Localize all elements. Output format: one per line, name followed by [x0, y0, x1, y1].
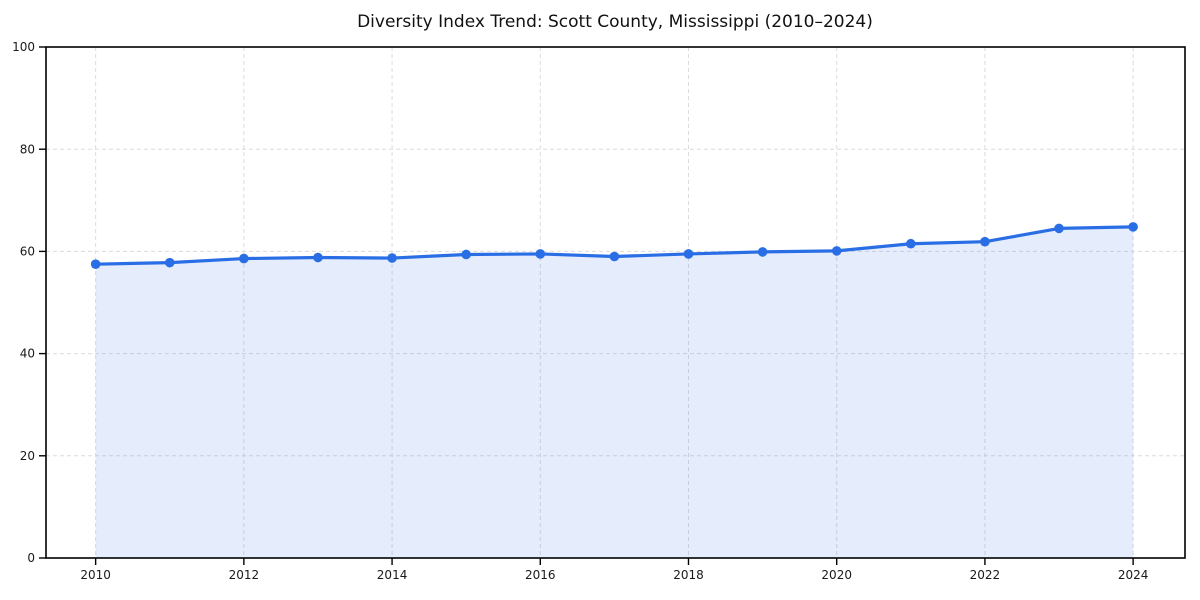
- chart-title: Diversity Index Trend: Scott County, Mis…: [357, 12, 873, 32]
- y-tick-label: 40: [20, 347, 35, 361]
- x-tick-label: 2024: [1118, 568, 1149, 582]
- x-tick-label: 2010: [80, 568, 111, 582]
- x-tick-label: 2018: [673, 568, 704, 582]
- y-tick-label: 100: [12, 40, 35, 54]
- area-fill: [95, 226, 1134, 558]
- data-point: [980, 236, 990, 247]
- y-tick-label: 60: [20, 244, 35, 258]
- data-point: [757, 247, 768, 257]
- data-point: [1128, 222, 1138, 232]
- data-point: [1054, 223, 1064, 234]
- y-tick-label: 0: [27, 551, 35, 565]
- data-point: [906, 238, 916, 249]
- data-point: [683, 249, 694, 259]
- x-tick-label: 2016: [525, 568, 556, 582]
- data-point: [164, 257, 175, 268]
- data-point: [461, 249, 471, 260]
- data-point: [387, 253, 397, 263]
- x-tick-label: 2012: [229, 568, 260, 582]
- plot-border: [45, 46, 1186, 559]
- data-point: [609, 251, 620, 262]
- data-point: [831, 246, 842, 256]
- x-tick-label: 2022: [970, 568, 1001, 582]
- data-point: [90, 259, 101, 269]
- y-tick-label: 20: [20, 449, 35, 463]
- x-tick-label: 2020: [821, 568, 852, 582]
- x-tick-label: 2014: [377, 568, 408, 582]
- data-point: [239, 253, 249, 264]
- data-point: [535, 249, 546, 259]
- data-point: [313, 252, 323, 263]
- y-tick-label: 80: [20, 142, 35, 156]
